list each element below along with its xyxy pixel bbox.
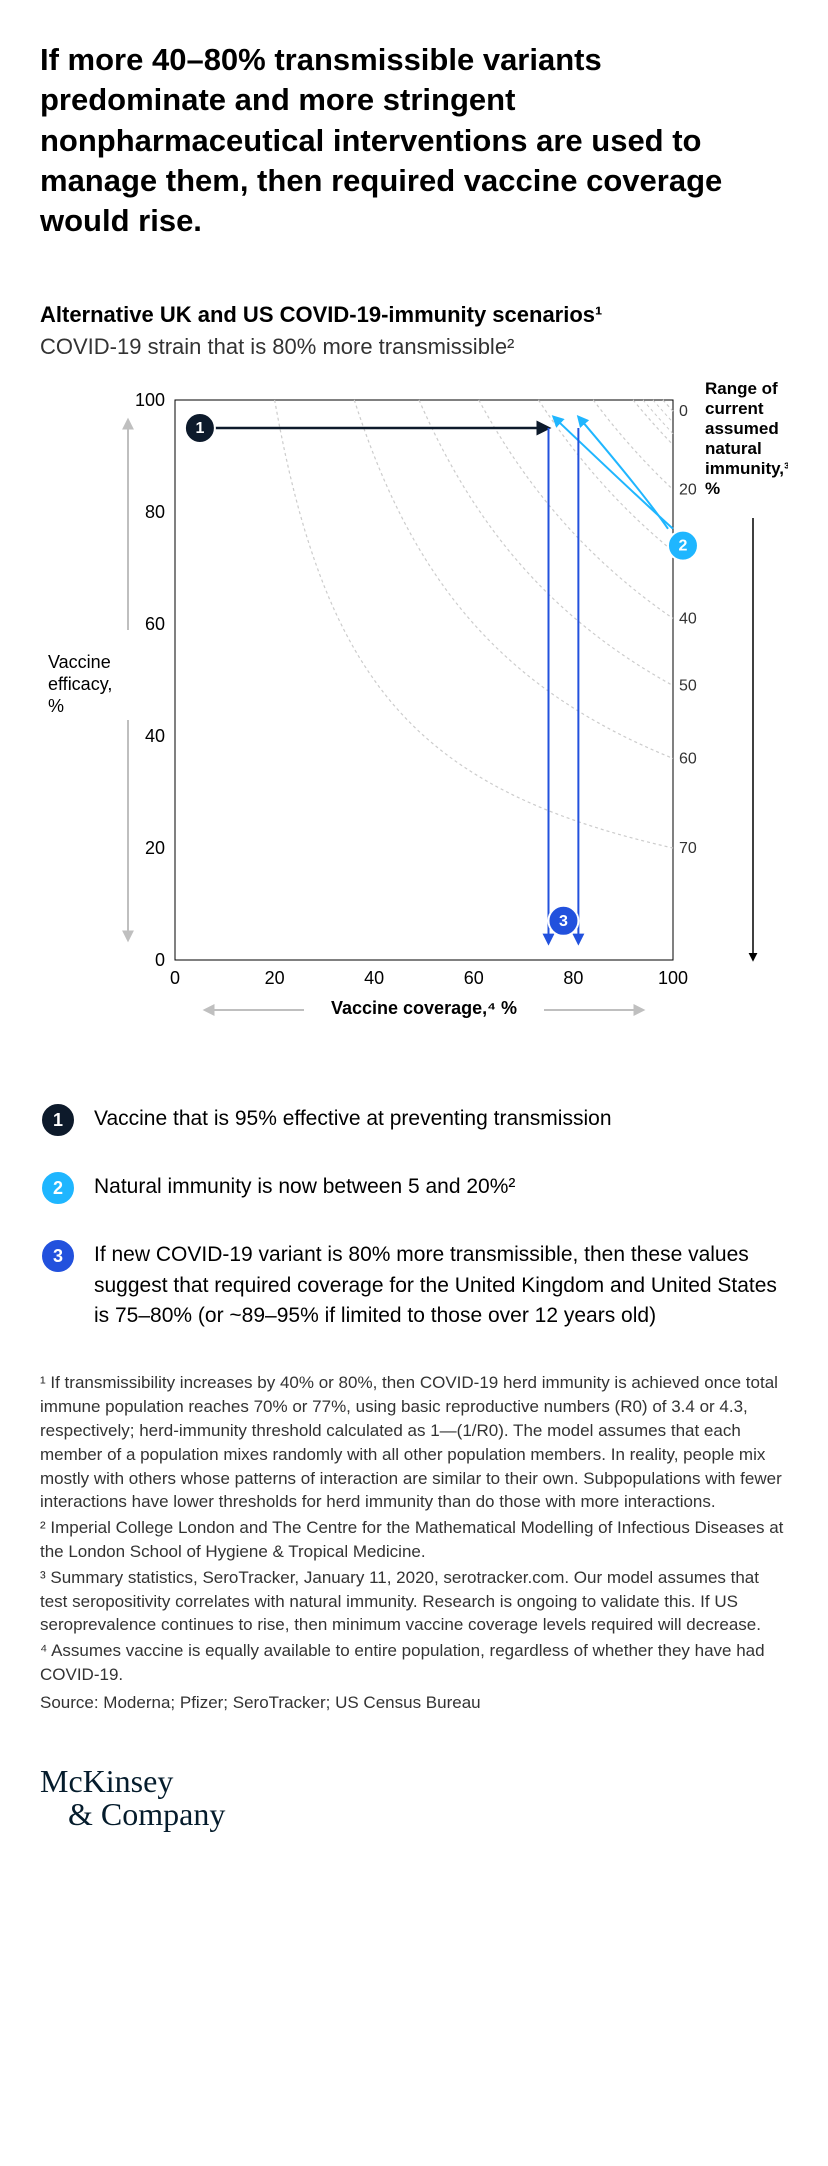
headline: If more 40–80% transmissible variants pr…: [40, 40, 788, 241]
legend-item: 2 Natural immunity is now between 5 and 2…: [40, 1168, 788, 1206]
legend-badge: 2: [40, 1170, 76, 1206]
svg-text:20: 20: [679, 482, 697, 499]
svg-text:assumed: assumed: [705, 419, 779, 438]
footnote: ³ Summary statistics, SeroTracker, Janua…: [40, 1566, 788, 1637]
svg-text:20: 20: [145, 838, 165, 858]
legend-text: If new COVID-19 variant is 80% more tran…: [94, 1236, 788, 1331]
legend-text: Vaccine that is 95% effective at prevent…: [94, 1100, 612, 1134]
svg-text:100: 100: [658, 968, 688, 988]
svg-text:1: 1: [195, 420, 204, 437]
svg-text:%: %: [705, 479, 720, 498]
svg-text:0: 0: [679, 403, 688, 420]
svg-text:0: 0: [170, 968, 180, 988]
legend-badge: 1: [40, 1102, 76, 1138]
svg-text:60: 60: [679, 750, 697, 767]
svg-text:Vaccine: Vaccine: [48, 652, 111, 672]
svg-text:Range of: Range of: [705, 380, 778, 398]
svg-text:80: 80: [145, 502, 165, 522]
chart-description: COVID-19 strain that is 80% more transmi…: [40, 334, 788, 360]
logo-line-1: McKinsey: [40, 1765, 788, 1799]
svg-text:efficacy,: efficacy,: [48, 674, 112, 694]
svg-text:100: 100: [135, 390, 165, 410]
chart-subtitle: Alternative UK and US COVID-19-immunity …: [40, 301, 788, 330]
svg-text:20: 20: [265, 968, 285, 988]
logo-line-2: & Company: [40, 1798, 788, 1832]
legend-badge: 3: [40, 1238, 76, 1274]
svg-text:40: 40: [364, 968, 384, 988]
legend: 1 Vaccine that is 95% effective at preven…: [40, 1100, 788, 1331]
footnote: ⁴ Assumes vaccine is equally available t…: [40, 1639, 788, 1687]
svg-text:Vaccine coverage,⁴ %: Vaccine coverage,⁴ %: [331, 998, 517, 1018]
svg-text:immunity,³: immunity,³: [705, 459, 788, 478]
svg-text:3: 3: [559, 913, 568, 930]
svg-text:0: 0: [155, 950, 165, 970]
chart-svg: 0203040506070020406080100020406080100Vac…: [40, 380, 788, 1040]
source-line: Source: Moderna; Pfizer; SeroTracker; US…: [40, 1691, 788, 1715]
legend-text: Natural immunity is now between 5 and 20…: [94, 1168, 515, 1202]
svg-text:%: %: [48, 696, 64, 716]
svg-text:current: current: [705, 399, 764, 418]
legend-item: 1 Vaccine that is 95% effective at preven…: [40, 1100, 788, 1138]
svg-text:40: 40: [679, 610, 697, 627]
footnote: ¹ If transmissibility increases by 40% o…: [40, 1371, 788, 1514]
svg-text:natural: natural: [705, 439, 762, 458]
immunity-chart: 0203040506070020406080100020406080100Vac…: [40, 380, 788, 1040]
svg-text:70: 70: [679, 840, 697, 857]
svg-text:50: 50: [679, 678, 697, 695]
legend-item: 3 If new COVID-19 variant is 80% more tra…: [40, 1236, 788, 1331]
svg-text:80: 80: [563, 968, 583, 988]
svg-text:60: 60: [145, 614, 165, 634]
footnote: ² Imperial College London and The Centre…: [40, 1516, 788, 1564]
svg-text:60: 60: [464, 968, 484, 988]
svg-text:2: 2: [679, 538, 688, 555]
svg-text:40: 40: [145, 726, 165, 746]
footnotes: ¹ If transmissibility increases by 40% o…: [40, 1371, 788, 1714]
mckinsey-logo: McKinsey & Company: [40, 1765, 788, 1832]
